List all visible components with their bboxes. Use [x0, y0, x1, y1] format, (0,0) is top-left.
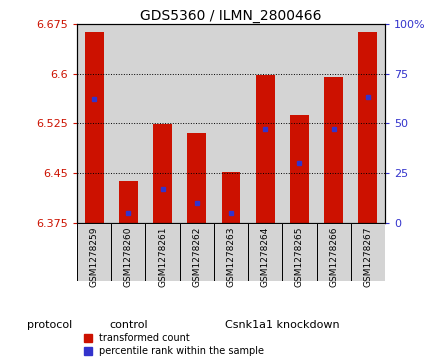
Bar — [248, 24, 282, 223]
Text: GSM1278260: GSM1278260 — [124, 226, 133, 287]
Bar — [187, 133, 206, 223]
Bar — [222, 172, 240, 223]
Bar — [359, 32, 378, 223]
Text: GSM1278263: GSM1278263 — [227, 226, 235, 287]
Bar — [351, 223, 385, 281]
Bar — [248, 223, 282, 281]
Bar — [316, 24, 351, 223]
Bar — [324, 77, 343, 223]
Text: GSM1278259: GSM1278259 — [90, 226, 99, 287]
Bar — [282, 24, 316, 223]
Bar — [77, 24, 111, 223]
Bar — [146, 223, 180, 281]
Text: Csnk1a1 knockdown: Csnk1a1 knockdown — [225, 320, 340, 330]
Bar — [256, 75, 275, 223]
Legend: transformed count, percentile rank within the sample: transformed count, percentile rank withi… — [82, 331, 266, 358]
Text: GSM1278265: GSM1278265 — [295, 226, 304, 287]
Bar — [282, 223, 316, 281]
Text: protocol: protocol — [27, 320, 73, 330]
Bar — [214, 24, 248, 223]
Text: GSM1278264: GSM1278264 — [261, 226, 270, 286]
Bar — [146, 24, 180, 223]
Bar — [351, 24, 385, 223]
Bar — [153, 124, 172, 223]
Bar — [180, 24, 214, 223]
Text: GSM1278267: GSM1278267 — [363, 226, 372, 287]
Bar — [180, 223, 214, 281]
Bar — [111, 24, 146, 223]
Bar — [77, 223, 111, 281]
Bar — [111, 223, 146, 281]
Bar — [84, 32, 103, 223]
Bar — [119, 181, 138, 223]
Bar — [214, 223, 248, 281]
Bar — [316, 223, 351, 281]
Text: GSM1278266: GSM1278266 — [329, 226, 338, 287]
Title: GDS5360 / ILMN_2800466: GDS5360 / ILMN_2800466 — [140, 9, 322, 23]
Text: GSM1278262: GSM1278262 — [192, 226, 201, 286]
Bar — [290, 115, 309, 223]
Text: GSM1278261: GSM1278261 — [158, 226, 167, 287]
Text: control: control — [109, 320, 148, 330]
